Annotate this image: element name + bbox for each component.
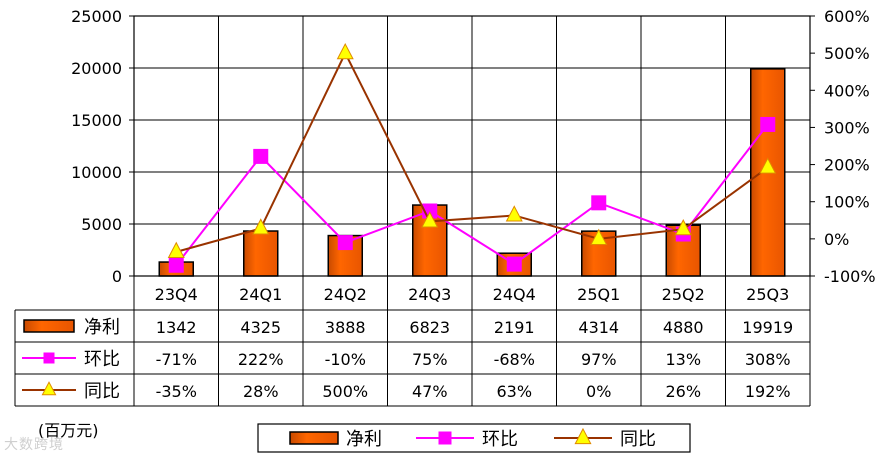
data-label: 4880 [663,318,704,337]
series-name: 同比 [84,381,120,402]
axes: 0 5000 10000 15000 20000 25000 -100% 0% 100% 200%… [71,7,875,286]
legend-label: 净利 [346,429,382,450]
marker-square [337,235,353,251]
data-label: 3888 [325,318,366,337]
right-tick-label: 200% [824,156,870,175]
marker-square [253,148,269,164]
data-label: -35% [156,382,197,401]
marker-triangle [252,218,270,235]
data-label: 26% [665,382,701,401]
data-label: 2191 [494,318,535,337]
marker-triangle [574,427,592,445]
data-label: 222% [238,350,284,369]
right-tick-label: 300% [824,118,870,137]
marker-triangle [167,241,185,258]
marker-triangle [759,157,777,174]
series-name: 环比 [84,349,120,370]
category-label: 23Q4 [155,285,198,304]
data-label: 19919 [742,318,793,337]
data-label: 4314 [578,318,619,337]
category-label: 25Q2 [662,285,705,304]
line-series [167,42,777,273]
data-label: 6823 [409,318,450,337]
left-tick-label: 15000 [71,111,122,130]
data-label: 0% [586,382,611,401]
data-label: -10% [325,350,366,369]
left-tick-label: 10000 [71,163,122,182]
data-label: 97% [581,350,617,369]
right-tick-label: 600% [824,7,870,26]
category-label: 25Q3 [746,285,789,304]
data-label: 4325 [240,318,281,337]
left-tick-label: 20000 [71,59,122,78]
marker-triangle [590,228,608,245]
marker-square [760,116,776,132]
right-tick-label: 500% [824,44,870,63]
right-tick-label: -100% [824,267,876,286]
data-label: -68% [494,350,535,369]
right-tick-label: 0% [824,230,849,249]
plot-frame [133,15,811,277]
marker-square [43,352,55,364]
left-tick-label: 5000 [81,215,122,234]
data-label: 192% [745,382,791,401]
left-tick-label: 25000 [71,7,122,26]
series-line [175,50,769,253]
marker-square [591,195,607,211]
right-tick-label: 400% [824,81,870,100]
series-line [175,123,769,266]
bar [243,230,279,277]
watermark: 大数跨境 [4,437,64,453]
category-label: 25Q1 [577,285,620,304]
category-label: 24Q2 [324,285,367,304]
unit-label: (百万元) [38,421,99,440]
legend-key-bar [289,431,339,445]
data-label: 63% [496,382,532,401]
marker-square [168,257,184,273]
marker-square [438,431,452,445]
marker-triangle [41,381,57,396]
category-label: 24Q1 [239,285,282,304]
data-label: 500% [322,382,368,401]
left-tick-label: 0 [112,267,122,286]
marker-square [506,256,522,272]
data-label: 47% [412,382,448,401]
data-label: 75% [412,350,448,369]
series-name: 净利 [84,317,120,338]
data-label: 28% [243,382,279,401]
marker-triangle [336,42,354,60]
category-label: 24Q4 [493,285,536,304]
data-label: 13% [665,350,701,369]
legend: 净利 环比 同比 [257,423,691,453]
marker-triangle [674,219,692,236]
data-label: 308% [745,350,791,369]
legend-label: 同比 [620,429,656,450]
right-tick-label: 100% [824,193,870,212]
category-label: 24Q3 [408,285,451,304]
legend-label: 环比 [482,429,518,450]
marker-triangle [505,205,523,222]
data-label: 1342 [156,318,197,337]
data-label: -71% [156,350,197,369]
marker-triangle [421,211,439,228]
legend-key-bar [23,319,75,333]
